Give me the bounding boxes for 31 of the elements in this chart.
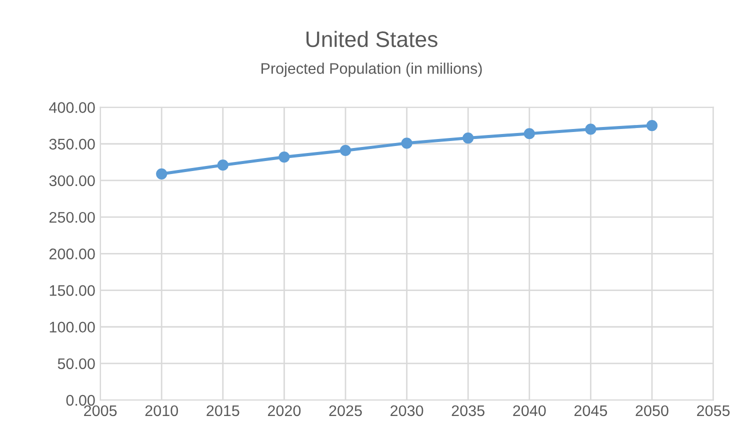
y-tick-label: 350.00 [49,138,95,150]
x-tick-label: 2045 [574,405,608,416]
x-tick-label: 2010 [145,405,178,416]
x-tick-label: 2015 [206,405,240,416]
y-tick-label: 300.00 [49,175,95,186]
y-tick-label: 100.00 [50,322,95,333]
point [278,151,290,163]
chart-title: United States [306,30,438,48]
point [462,132,474,144]
point [156,168,168,180]
x-tick-label: 2055 [697,405,730,416]
x-tick-label: 2005 [84,405,117,416]
x-tick-label: 2035 [452,405,484,416]
y-tick-label: 200.00 [49,248,95,260]
point [646,120,658,132]
point [340,144,352,156]
y-tick-label: 150.00 [50,285,95,296]
y-tick-label: 250.00 [49,212,95,223]
y-tick-label: 400.00 [49,102,95,113]
x-tick-label: 2030 [390,405,424,416]
point [217,160,228,171]
y-tick-label: 50.00 [58,358,95,370]
y-tick-label: 0.00 [66,394,95,406]
point [524,128,535,140]
chart-subtitle: Projected Population (in millions) [262,62,482,77]
point [401,138,412,149]
x-tick-label: 2025 [329,405,362,416]
x-tick-label: 2040 [513,405,546,416]
x-tick-label: 2050 [636,405,668,416]
point [585,124,596,135]
x-tick-label: 2020 [268,405,301,416]
